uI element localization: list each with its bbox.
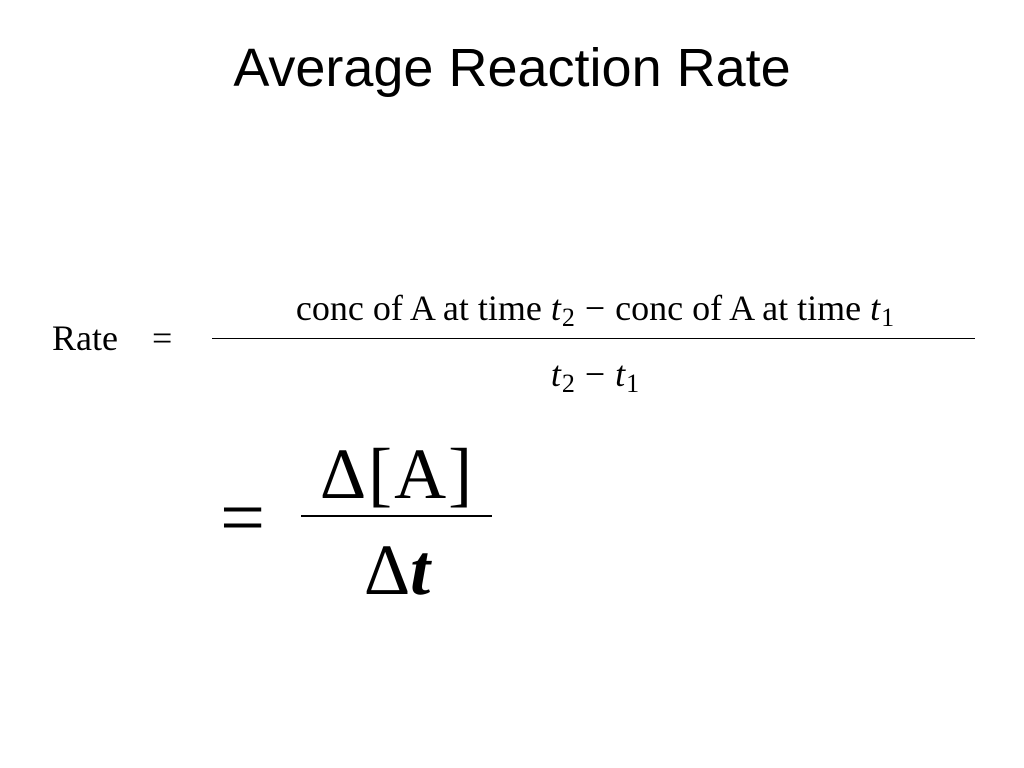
rate-label: Rate [52, 318, 118, 358]
delta-denominator: Δt [300, 532, 494, 608]
numerator-minus: − [584, 288, 606, 328]
delta-time-var: t [410, 530, 431, 610]
denominator-minus: − [584, 354, 606, 394]
numerator-term1-var: t [550, 288, 561, 328]
numerator-term2-sub: 1 [881, 303, 895, 332]
denominator-var2: t [615, 354, 626, 394]
rate-numerator: conc of A at time t2− conc of A at time t… [214, 286, 976, 332]
delta-symbol: Δ [363, 530, 411, 610]
denominator-sub2: 1 [626, 369, 640, 398]
numerator-term1-text: conc of A at time [295, 288, 551, 328]
delta-fraction-bar [301, 515, 492, 517]
fraction-bar [212, 338, 975, 339]
numerator-term2-text: conc of A at time [615, 288, 871, 328]
numerator-term1-sub: 2 [561, 303, 575, 332]
denominator-sub1: 2 [561, 369, 575, 398]
rate-denominator: t2− t1 [214, 352, 976, 398]
denominator-var1: t [550, 354, 561, 394]
delta-numerator: Δ[A] [319, 434, 475, 514]
numerator-term2-var: t [870, 288, 881, 328]
slide-title: Average Reaction Rate [233, 38, 791, 98]
equals-sign: = [152, 318, 173, 358]
delta-equals-sign: = [220, 474, 266, 562]
